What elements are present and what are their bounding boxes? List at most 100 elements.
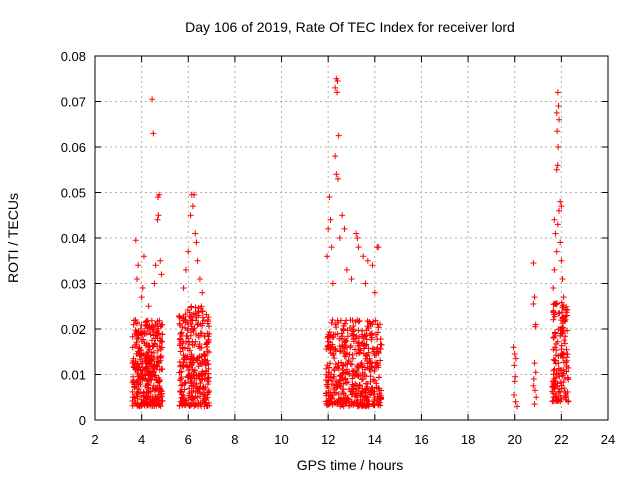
data-point [132,237,139,244]
data-point [193,239,200,246]
data-point [359,396,366,403]
data-point [532,387,539,394]
data-point [348,275,355,282]
data-point [204,348,211,355]
data-point [512,355,519,362]
data-point [189,317,196,324]
data-point [142,375,149,382]
data-point [178,368,185,375]
data-point [359,369,366,376]
data-point [130,321,137,328]
data-point [551,357,558,364]
data-point [332,84,339,91]
chart-title: Day 106 of 2019, Rate Of TEC Index for r… [185,19,515,35]
data-point [550,356,557,363]
data-point [553,248,560,255]
data-point [196,385,203,392]
data-point [550,285,557,292]
data-point [360,350,367,357]
data-point [159,331,166,338]
data-point [553,166,560,173]
data-point [349,375,356,382]
x-tick-label: 16 [414,432,428,447]
data-point [184,345,191,352]
data-point [152,396,159,403]
data-point [149,96,156,103]
data-point [201,391,208,398]
data-point [192,331,199,338]
data-point [144,382,151,389]
data-point [129,333,136,340]
data-point [375,385,382,392]
data-point [336,335,343,342]
data-point [511,362,518,369]
data-point [131,363,138,370]
data-point [138,402,145,409]
data-point [140,336,147,343]
data-point [337,348,344,355]
data-point [560,379,567,386]
data-point [147,354,154,361]
data-point [353,368,360,375]
data-point [198,361,205,368]
data-point [145,344,152,351]
data-point [176,359,183,366]
data-point [346,370,353,377]
x-tick-label: 2 [91,432,98,447]
data-point [180,338,187,345]
data-point [204,377,211,384]
data-point [562,340,569,347]
data-point [558,395,565,402]
data-point [135,373,142,380]
data-point [197,380,204,387]
data-point [558,257,565,264]
data-point [558,342,565,349]
data-point [375,324,382,331]
data-point [201,356,208,363]
data-point [147,329,154,336]
data-point [333,171,340,178]
data-point [205,333,212,340]
data-point [186,402,193,409]
data-point [148,317,155,324]
data-point [192,357,199,364]
data-point [556,373,563,380]
data-point [159,366,166,373]
data-point [189,203,196,210]
data-point [565,364,572,371]
data-point [531,360,538,367]
data-point [552,383,559,390]
data-point [555,144,562,150]
data-point [193,314,200,321]
data-point [344,333,351,340]
data-point [191,191,198,198]
data-point [324,398,331,405]
data-point [361,340,368,347]
data-point [151,280,158,287]
data-point [556,116,563,123]
data-point [135,262,142,269]
x-tick-label: 20 [507,432,521,447]
data-point [376,321,383,328]
data-point [328,244,335,251]
data-point [336,397,343,404]
data-point [560,294,567,301]
data-point [553,340,560,347]
data-point [324,253,331,260]
y-tick-label: 0.07 [61,95,86,110]
data-point [376,385,383,392]
data-point [510,344,517,351]
data-point [563,359,570,366]
data-point [514,403,521,410]
data-point [346,351,353,358]
data-point [349,355,356,362]
data-point [553,360,560,367]
data-point [150,365,157,372]
data-point [558,352,565,359]
data-point [177,340,184,347]
data-point [511,351,518,358]
data-point [377,336,384,343]
data-point [550,371,557,378]
data-point [356,382,363,389]
data-point [368,385,375,392]
